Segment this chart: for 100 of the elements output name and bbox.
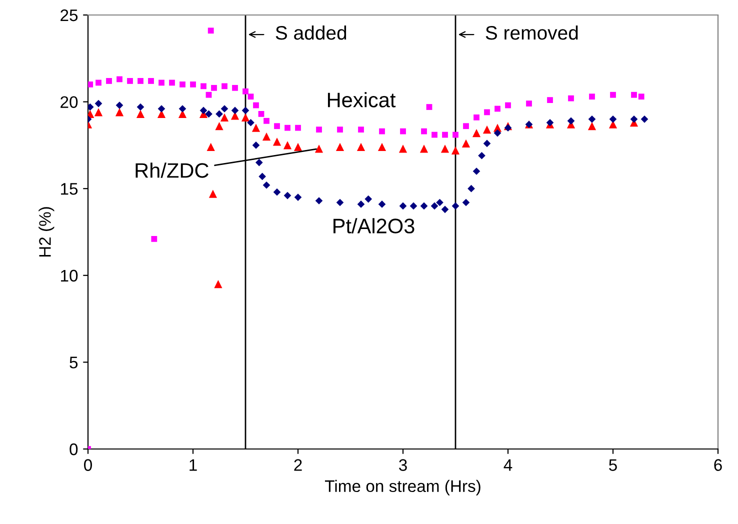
point: [94, 100, 102, 108]
point: [208, 28, 214, 34]
point: [610, 92, 616, 98]
point: [462, 139, 470, 148]
point: [274, 123, 280, 130]
y-axis-title: H2 (%): [38, 207, 54, 257]
point: [430, 202, 438, 210]
point: [364, 195, 372, 203]
point: [494, 129, 502, 137]
series-label: Pt/Al2O3: [334, 218, 414, 234]
point: [547, 97, 553, 104]
point: [262, 132, 271, 141]
point: [200, 106, 208, 114]
point: [432, 132, 438, 138]
point: [178, 105, 186, 112]
point: [358, 126, 364, 133]
point: [88, 81, 94, 88]
point: [505, 102, 511, 108]
point: [567, 117, 575, 125]
point: [640, 115, 648, 123]
point: [421, 128, 427, 134]
point: [264, 118, 270, 124]
point: [253, 102, 259, 108]
point: [284, 124, 290, 131]
y-tick-label: 5: [70, 356, 78, 368]
point: [136, 110, 145, 118]
point: [589, 94, 595, 100]
point: [441, 206, 449, 214]
x-tick-label: 6: [714, 459, 722, 471]
point: [255, 158, 263, 166]
point: [472, 129, 481, 138]
y-tick-label: 25: [60, 9, 78, 22]
x-tick-label: 2: [294, 459, 302, 471]
point: [630, 115, 638, 123]
point: [638, 94, 644, 100]
ref-line-label: S added: [276, 25, 346, 40]
series-label: Hexicat: [328, 92, 396, 108]
point: [484, 109, 490, 116]
point: [474, 114, 480, 120]
point: [116, 76, 122, 82]
point: [426, 104, 432, 110]
point: [127, 78, 133, 84]
point: [116, 102, 124, 109]
point: [316, 126, 322, 133]
point: [231, 106, 239, 114]
point: [468, 184, 475, 192]
point: [206, 92, 212, 98]
point: [158, 105, 166, 112]
point: [294, 142, 302, 151]
point: [232, 84, 238, 91]
point: [158, 80, 164, 86]
point: [440, 144, 450, 153]
point: [180, 81, 186, 88]
x-tick-label: 4: [504, 459, 512, 471]
point: [379, 128, 385, 134]
point: [451, 146, 460, 154]
point: [205, 110, 212, 118]
point: [378, 200, 386, 208]
point: [410, 202, 418, 210]
y-tick-label: 20: [60, 96, 78, 108]
point: [478, 152, 486, 160]
point: [588, 115, 596, 123]
point: [258, 111, 264, 117]
point: [96, 80, 102, 86]
y-tick-label: 15: [61, 183, 78, 195]
point: [283, 141, 292, 150]
point: [215, 122, 224, 130]
point: [482, 126, 492, 134]
point: [248, 94, 254, 100]
point: [314, 144, 324, 153]
point: [463, 123, 469, 130]
point: [315, 197, 323, 204]
point: [242, 106, 250, 114]
point: [136, 103, 144, 111]
point: [526, 100, 532, 106]
point: [337, 126, 343, 133]
point: [94, 108, 103, 116]
point: [206, 142, 215, 151]
point: [336, 198, 344, 206]
point: [216, 110, 223, 118]
x-tick-label: 1: [190, 459, 197, 471]
point: [472, 168, 480, 175]
point: [356, 142, 366, 151]
point: [436, 198, 444, 206]
point: [115, 108, 124, 116]
point: [252, 142, 260, 149]
point: [442, 132, 448, 138]
point: [200, 83, 206, 90]
point: [190, 81, 196, 88]
point: [357, 200, 365, 208]
point: [631, 92, 637, 98]
point: [452, 132, 458, 138]
series-label: Rh/ZDC: [136, 162, 208, 178]
point: [336, 142, 344, 151]
ref-line-label: S removed: [486, 25, 578, 40]
point: [273, 188, 281, 196]
point: [609, 115, 617, 123]
point: [220, 113, 229, 122]
point: [483, 140, 491, 148]
point: [220, 105, 228, 112]
